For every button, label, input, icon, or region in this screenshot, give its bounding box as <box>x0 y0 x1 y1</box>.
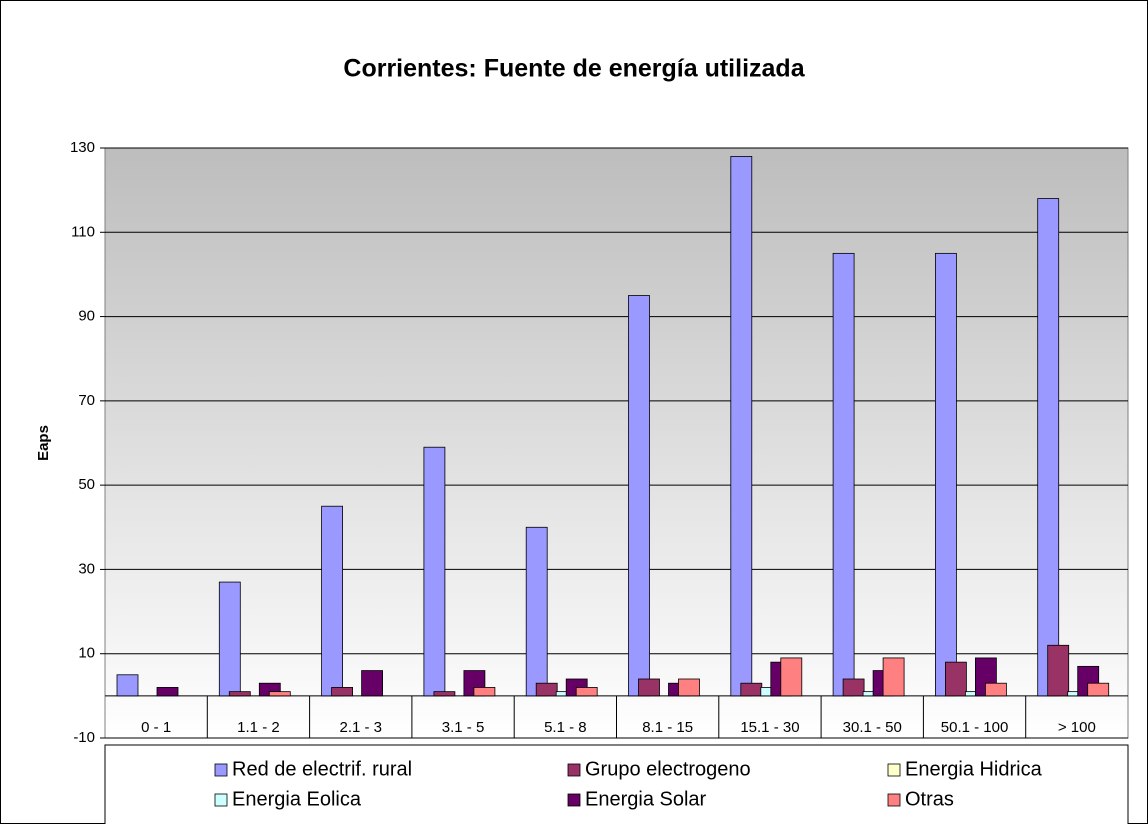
x-tick-label: 2.1 - 3 <box>339 719 382 736</box>
bar <box>1087 682 1110 697</box>
y-axis-label: Eaps <box>35 425 52 461</box>
bar <box>638 678 660 697</box>
bar <box>842 678 865 697</box>
bar <box>116 674 139 697</box>
x-tick-label: 50.1 - 100 <box>941 719 1009 736</box>
legend-swatch <box>567 763 581 777</box>
bar <box>1047 644 1070 697</box>
legend-swatch <box>887 793 901 807</box>
legend-label: Red de electrif. rural <box>232 758 412 780</box>
x-tick-label: 0 - 1 <box>141 719 171 736</box>
y-tick-label: 130 <box>70 139 95 156</box>
bar <box>985 682 1007 697</box>
y-tick-label: 110 <box>71 223 95 240</box>
x-tick-label: 3.1 - 5 <box>442 719 485 736</box>
plot-area <box>104 147 1129 739</box>
chart-title: Corrientes: Fuente de energía utilizada <box>343 55 805 83</box>
legend-swatch <box>567 793 581 807</box>
bar <box>730 156 753 697</box>
bar <box>268 691 291 697</box>
bar <box>473 687 496 697</box>
bar <box>1037 198 1060 697</box>
legend-label: Otras <box>905 788 954 810</box>
bar <box>780 657 803 697</box>
y-tick-label: -10 <box>73 729 95 746</box>
bar <box>433 691 456 697</box>
x-tick-label: 15.1 - 30 <box>740 719 799 736</box>
y-tick-label: 70 <box>78 392 95 409</box>
bar <box>575 687 598 697</box>
bar <box>218 581 241 697</box>
bar <box>832 252 855 697</box>
x-tick-label: > 100 <box>1058 719 1096 736</box>
x-tick-label: 30.1 - 50 <box>843 719 902 736</box>
bar <box>882 657 905 697</box>
x-tick-label: 1.1 - 2 <box>237 719 280 736</box>
y-tick-label: 90 <box>78 308 95 325</box>
bar <box>525 526 548 697</box>
y-tick-label: 10 <box>78 645 95 662</box>
bar <box>156 687 179 697</box>
y-tick-label: 30 <box>78 560 95 577</box>
bar <box>228 691 251 697</box>
bar <box>321 505 344 697</box>
bar <box>331 687 354 697</box>
legend-label: Energia Solar <box>585 788 707 810</box>
y-tick-label: 50 <box>78 476 95 493</box>
bar <box>361 670 384 697</box>
x-tick-label: 8.1 - 15 <box>642 719 693 736</box>
bar <box>935 252 957 697</box>
legend-label: Energia Eolica <box>232 788 362 810</box>
bar <box>945 661 967 697</box>
legend <box>104 744 1129 824</box>
legend-label: Grupo electrogeno <box>585 758 751 780</box>
x-tick-label: 5.1 - 8 <box>544 719 587 736</box>
legend-swatch <box>214 763 228 777</box>
legend-swatch <box>214 793 228 807</box>
legend-swatch <box>887 763 901 777</box>
bar <box>678 678 700 697</box>
bar <box>535 682 558 697</box>
legend-label: Energia Hidrica <box>905 758 1043 780</box>
bar <box>628 295 650 697</box>
bar <box>740 682 763 697</box>
bar <box>423 446 446 697</box>
